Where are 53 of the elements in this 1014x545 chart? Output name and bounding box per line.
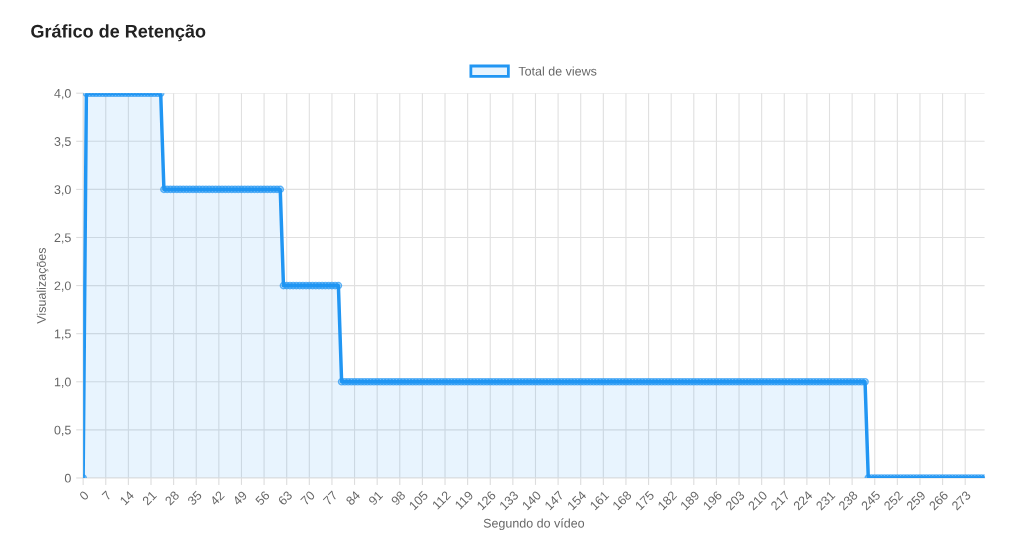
x-tick-label: 133 — [499, 490, 519, 511]
x-tick-label: 84 — [345, 490, 361, 506]
x-tick-label: 105 — [408, 490, 429, 511]
x-tick-label: 7 — [101, 490, 112, 501]
x-tick-label: 56 — [254, 490, 271, 506]
x-tick-label: 252 — [883, 490, 904, 511]
x-tick-label: 77 — [322, 490, 338, 506]
x-tick-label: 126 — [476, 490, 497, 511]
x-tick-label: 140 — [521, 490, 542, 511]
x-tick-label: 210 — [747, 490, 768, 511]
x-tick-label: 35 — [186, 490, 203, 506]
x-tick-label: 63 — [277, 490, 293, 506]
x-tick-label: 0 — [78, 490, 90, 501]
x-tick-label: 189 — [679, 490, 700, 511]
x-tick-label: 49 — [232, 490, 248, 506]
x-tick-label: 42 — [209, 490, 225, 506]
x-tick-label: 196 — [702, 490, 723, 511]
x-tick-label: 147 — [544, 490, 565, 511]
x-tick-label: 119 — [454, 490, 474, 510]
y-tick-label: 2,5 — [54, 233, 71, 244]
x-tick-label: 175 — [634, 490, 655, 511]
x-tick-label: 28 — [164, 490, 180, 506]
y-axis-title: Visualizações — [36, 247, 49, 324]
y-tick-label: 0 — [64, 473, 71, 483]
legend-label: Total de views — [518, 66, 597, 76]
x-tick-label: 224 — [792, 490, 814, 511]
x-tick-label: 168 — [612, 490, 633, 511]
x-tick-label: 231 — [815, 490, 836, 511]
x-tick-label: 14 — [119, 490, 135, 506]
y-tick-label: 1,0 — [54, 377, 71, 388]
y-tick-label: 1,5 — [54, 329, 71, 340]
chart-title: Gráfico de Retenção — [31, 24, 206, 42]
x-tick-label: 238 — [838, 490, 859, 511]
y-tick-label: 0,5 — [54, 425, 71, 436]
x-tick-label: 98 — [390, 490, 406, 506]
x-tick-label: 203 — [724, 490, 746, 511]
y-tick-label: 2,0 — [54, 281, 71, 292]
x-tick-label: 259 — [905, 490, 927, 511]
x-tick-label: 154 — [566, 490, 587, 511]
x-tick-label: 161 — [589, 490, 610, 511]
y-tick-label: 3,0 — [54, 185, 71, 196]
x-tick-label: 266 — [928, 490, 949, 511]
y-tick-label: 4,0 — [54, 89, 71, 100]
x-tick-label: 21 — [141, 490, 157, 506]
x-tick-label: 182 — [657, 490, 678, 511]
x-tick-label: 217 — [770, 490, 791, 511]
x-axis-title: Segundo do vídeo — [483, 518, 585, 531]
x-tick-label: 91 — [367, 490, 384, 506]
x-tick-label: 70 — [300, 490, 316, 506]
x-tick-label: 112 — [431, 490, 451, 510]
x-tick-label: 273 — [951, 490, 972, 511]
y-tick-label: 3,5 — [54, 137, 71, 148]
x-tick-label: 245 — [860, 490, 881, 511]
